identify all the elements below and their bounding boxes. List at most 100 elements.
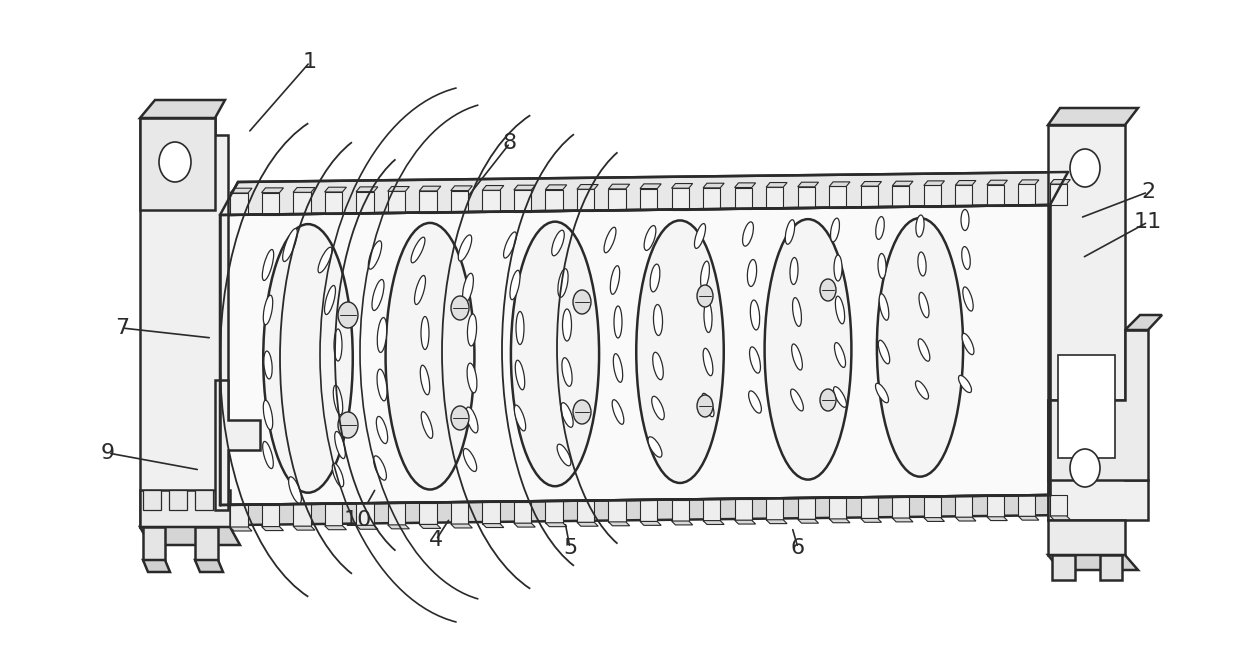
Polygon shape bbox=[766, 498, 784, 520]
Polygon shape bbox=[734, 183, 755, 188]
Polygon shape bbox=[419, 503, 436, 524]
Polygon shape bbox=[293, 526, 315, 530]
Ellipse shape bbox=[962, 287, 973, 311]
Polygon shape bbox=[734, 188, 751, 209]
Ellipse shape bbox=[704, 301, 712, 333]
Polygon shape bbox=[513, 190, 532, 212]
Ellipse shape bbox=[414, 275, 425, 305]
Polygon shape bbox=[893, 181, 913, 186]
Ellipse shape bbox=[464, 448, 476, 472]
Polygon shape bbox=[861, 186, 878, 207]
Ellipse shape bbox=[792, 298, 801, 327]
Polygon shape bbox=[609, 522, 630, 526]
Ellipse shape bbox=[610, 266, 620, 295]
Polygon shape bbox=[640, 522, 661, 525]
Polygon shape bbox=[577, 189, 594, 211]
Polygon shape bbox=[219, 495, 1068, 525]
Polygon shape bbox=[609, 184, 630, 189]
Ellipse shape bbox=[614, 353, 622, 382]
Text: 9: 9 bbox=[100, 443, 115, 463]
Polygon shape bbox=[703, 499, 720, 520]
Ellipse shape bbox=[335, 432, 345, 458]
Polygon shape bbox=[1100, 555, 1122, 580]
Polygon shape bbox=[388, 525, 409, 529]
Polygon shape bbox=[262, 188, 284, 192]
Ellipse shape bbox=[604, 227, 616, 253]
Ellipse shape bbox=[791, 344, 802, 370]
Ellipse shape bbox=[562, 357, 572, 386]
Polygon shape bbox=[513, 185, 536, 190]
Polygon shape bbox=[419, 186, 441, 191]
Polygon shape bbox=[451, 502, 469, 524]
Polygon shape bbox=[766, 187, 784, 208]
Polygon shape bbox=[1050, 495, 1066, 516]
Text: 6: 6 bbox=[791, 538, 805, 558]
Ellipse shape bbox=[563, 309, 572, 341]
Polygon shape bbox=[325, 526, 346, 530]
Polygon shape bbox=[195, 490, 213, 510]
Ellipse shape bbox=[263, 442, 273, 468]
Ellipse shape bbox=[573, 400, 591, 424]
Ellipse shape bbox=[515, 405, 526, 431]
Polygon shape bbox=[1125, 315, 1162, 330]
Ellipse shape bbox=[459, 235, 471, 261]
Polygon shape bbox=[229, 188, 252, 193]
Ellipse shape bbox=[835, 343, 846, 367]
Ellipse shape bbox=[467, 363, 477, 393]
Polygon shape bbox=[703, 188, 720, 209]
Polygon shape bbox=[451, 186, 472, 190]
Ellipse shape bbox=[614, 306, 622, 338]
Polygon shape bbox=[797, 498, 815, 519]
Polygon shape bbox=[955, 185, 972, 206]
Polygon shape bbox=[513, 502, 532, 523]
Ellipse shape bbox=[422, 317, 429, 349]
Polygon shape bbox=[640, 188, 657, 210]
Polygon shape bbox=[987, 496, 1003, 517]
Polygon shape bbox=[451, 190, 469, 212]
Ellipse shape bbox=[650, 264, 660, 292]
Polygon shape bbox=[766, 182, 787, 187]
Ellipse shape bbox=[750, 300, 760, 330]
Polygon shape bbox=[513, 523, 536, 527]
Polygon shape bbox=[672, 184, 693, 188]
Polygon shape bbox=[388, 191, 405, 213]
Ellipse shape bbox=[372, 279, 384, 311]
Polygon shape bbox=[229, 505, 248, 527]
Polygon shape bbox=[672, 521, 693, 525]
Ellipse shape bbox=[334, 385, 342, 415]
Ellipse shape bbox=[878, 254, 887, 279]
Polygon shape bbox=[1018, 184, 1035, 205]
Polygon shape bbox=[987, 517, 1007, 520]
Polygon shape bbox=[546, 523, 567, 526]
Ellipse shape bbox=[644, 226, 656, 250]
Polygon shape bbox=[356, 525, 378, 529]
Polygon shape bbox=[388, 186, 409, 191]
Ellipse shape bbox=[560, 403, 573, 428]
Ellipse shape bbox=[831, 218, 839, 242]
Polygon shape bbox=[140, 100, 224, 118]
Ellipse shape bbox=[961, 210, 968, 230]
Polygon shape bbox=[219, 172, 1068, 215]
Polygon shape bbox=[640, 500, 657, 522]
Ellipse shape bbox=[835, 255, 842, 281]
Polygon shape bbox=[830, 182, 851, 186]
Polygon shape bbox=[140, 527, 241, 545]
Ellipse shape bbox=[377, 317, 387, 353]
Ellipse shape bbox=[820, 279, 836, 301]
Polygon shape bbox=[451, 524, 472, 528]
Ellipse shape bbox=[748, 260, 756, 287]
Ellipse shape bbox=[653, 305, 662, 335]
Polygon shape bbox=[955, 496, 972, 517]
Polygon shape bbox=[797, 187, 815, 208]
Polygon shape bbox=[1048, 555, 1138, 570]
Ellipse shape bbox=[511, 222, 599, 486]
Polygon shape bbox=[609, 189, 626, 210]
Ellipse shape bbox=[264, 351, 272, 379]
Polygon shape bbox=[577, 501, 594, 522]
Ellipse shape bbox=[573, 290, 591, 314]
Polygon shape bbox=[219, 205, 1050, 505]
Ellipse shape bbox=[339, 302, 358, 328]
Ellipse shape bbox=[613, 399, 624, 424]
Polygon shape bbox=[546, 501, 563, 523]
Polygon shape bbox=[1050, 184, 1066, 205]
